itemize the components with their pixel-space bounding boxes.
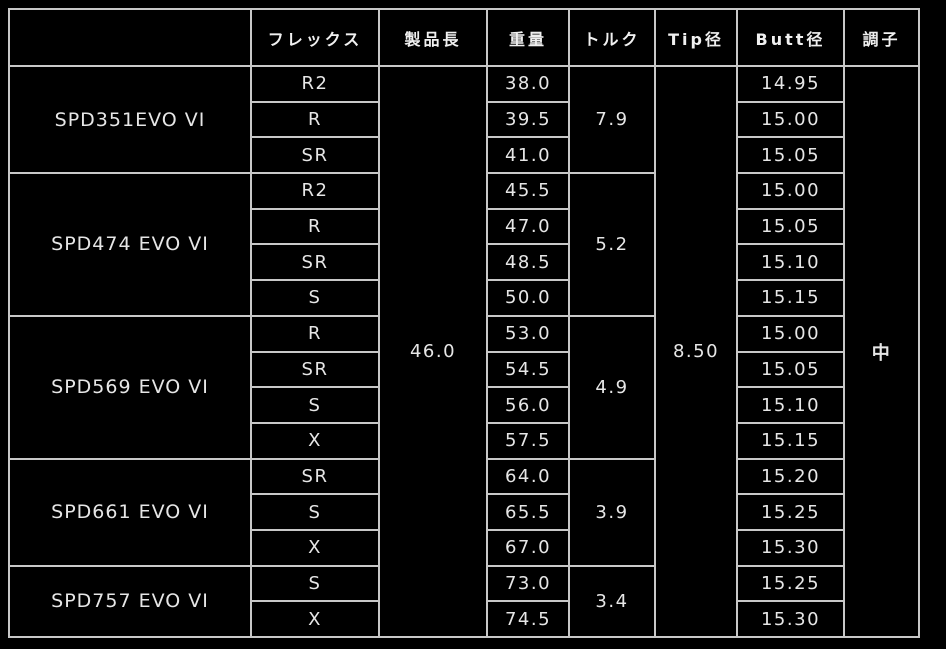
butt-cell: 15.10 xyxy=(736,386,845,424)
weight-cell: 48.5 xyxy=(486,243,570,282)
butt-cell: 14.95 xyxy=(736,65,845,103)
flex-cell: SR xyxy=(250,136,380,175)
flex-cell: R2 xyxy=(250,65,380,103)
header-tip: Tip径 xyxy=(654,8,738,67)
weight-cell: 50.0 xyxy=(486,279,570,317)
kick-point-cell: 中 xyxy=(843,65,920,638)
weight-cell: 41.0 xyxy=(486,136,570,175)
model-name: SPD351EVO VI xyxy=(8,64,252,175)
table-row: SPD474 EVO VI R2 45.5 5.2 15.00 xyxy=(8,172,919,317)
flex-cell: R2 xyxy=(250,172,380,210)
flex-cell: S xyxy=(250,564,380,603)
table-row: SPD351EVO VI R2 46.0 38.0 7.9 8.50 14.95 中 xyxy=(8,64,920,638)
table-row: SPD569 EVO VI R 53.0 4.9 15.00 xyxy=(8,314,919,460)
torque-cell: 7.9 xyxy=(568,64,656,175)
butt-cell: 15.00 xyxy=(736,172,845,210)
butt-cell: 15.05 xyxy=(736,350,845,389)
butt-cell: 15.15 xyxy=(736,421,845,460)
flex-cell: X xyxy=(250,421,380,460)
butt-cell: 15.15 xyxy=(736,279,845,317)
butt-cell: 15.20 xyxy=(736,457,845,496)
flex-cell: S xyxy=(250,493,380,531)
flex-cell: X xyxy=(250,528,380,567)
butt-cell: 15.25 xyxy=(736,564,845,603)
flex-cell: R xyxy=(250,100,380,139)
weight-cell: 54.5 xyxy=(486,350,570,389)
header-row: フレックス 製品長 重量 トルク Tip径 Butt径 調子 xyxy=(8,8,920,67)
table-row: R 39.5 15.00 xyxy=(9,100,919,139)
flex-cell: S xyxy=(250,279,380,317)
butt-cell: 15.10 xyxy=(736,243,845,282)
table-row: S 50.0 15.15 xyxy=(9,279,919,317)
weight-cell: 56.0 xyxy=(486,386,570,424)
weight-cell: 57.5 xyxy=(486,421,570,460)
length-cell: 46.0 xyxy=(378,65,488,638)
table-row: SR 48.5 15.10 xyxy=(9,243,919,282)
weight-cell: 67.0 xyxy=(486,528,570,567)
butt-cell: 15.30 xyxy=(736,528,845,567)
shaft-spec-table: フレックス 製品長 重量 トルク Tip径 Butt径 調子 SPD351EVO… xyxy=(8,8,920,639)
weight-cell: 73.0 xyxy=(486,564,570,603)
table-row: X 67.0 15.30 xyxy=(9,528,919,567)
flex-cell: S xyxy=(250,386,380,424)
flex-cell: R xyxy=(250,207,380,246)
weight-cell: 38.0 xyxy=(486,65,570,103)
flex-cell: SR xyxy=(250,457,380,496)
table-row: X 74.5 15.30 xyxy=(9,600,919,638)
butt-cell: 15.05 xyxy=(736,207,845,246)
butt-cell: 15.00 xyxy=(736,100,845,139)
weight-cell: 53.0 xyxy=(486,314,570,353)
weight-cell: 45.5 xyxy=(486,172,570,210)
weight-cell: 39.5 xyxy=(486,100,570,139)
torque-cell: 3.9 xyxy=(568,457,656,567)
flex-cell: X xyxy=(250,600,380,638)
torque-cell: 3.4 xyxy=(568,564,656,639)
header-torque: トルク xyxy=(568,8,656,67)
table-row: SR 54.5 15.05 xyxy=(9,350,919,389)
torque-cell: 5.2 xyxy=(568,172,656,317)
weight-cell: 47.0 xyxy=(486,207,570,246)
flex-cell: SR xyxy=(250,350,380,389)
table-row: X 57.5 15.15 xyxy=(9,421,919,460)
table-row: S 65.5 15.25 xyxy=(9,493,919,531)
header-length: 製品長 xyxy=(378,8,488,67)
table-row: R 47.0 15.05 xyxy=(9,207,919,246)
model-name: SPD569 EVO VI xyxy=(8,314,252,460)
butt-cell: 15.00 xyxy=(736,314,845,353)
model-name: SPD757 EVO VI xyxy=(8,564,252,639)
flex-cell: R xyxy=(250,314,380,353)
table-row: SPD757 EVO VI S 73.0 3.4 15.25 xyxy=(8,564,919,639)
model-name: SPD474 EVO VI xyxy=(8,172,252,317)
weight-cell: 65.5 xyxy=(486,493,570,531)
butt-cell: 15.30 xyxy=(736,600,845,638)
butt-cell: 15.25 xyxy=(736,493,845,531)
weight-cell: 74.5 xyxy=(486,600,570,638)
weight-cell: 64.0 xyxy=(486,457,570,496)
header-flex: フレックス xyxy=(250,8,380,67)
table-row: SR 41.0 15.05 xyxy=(9,136,919,175)
table-row: S 56.0 15.10 xyxy=(9,386,919,424)
flex-cell: SR xyxy=(250,243,380,282)
torque-cell: 4.9 xyxy=(568,314,656,460)
tip-cell: 8.50 xyxy=(654,65,738,638)
butt-cell: 15.05 xyxy=(736,136,845,175)
header-butt: Butt径 xyxy=(736,8,845,67)
model-name: SPD661 EVO VI xyxy=(8,457,252,567)
table-row: SPD661 EVO VI SR 64.0 3.9 15.20 xyxy=(8,457,919,567)
header-model xyxy=(8,8,252,67)
header-weight: 重量 xyxy=(486,8,570,67)
header-kick-point: 調子 xyxy=(843,8,920,67)
